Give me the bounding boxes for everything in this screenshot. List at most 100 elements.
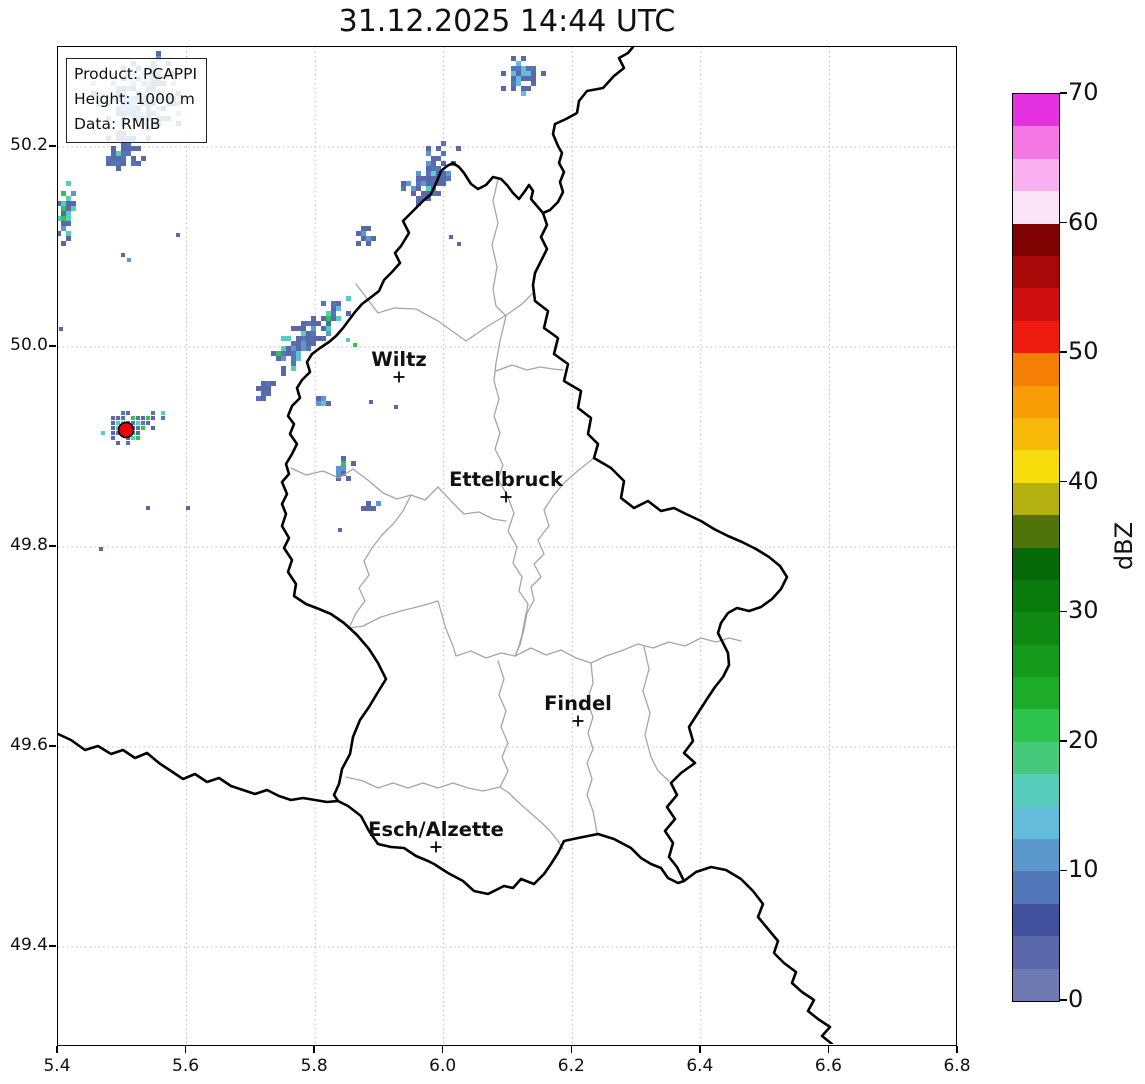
radar-echo-pixel: [366, 241, 371, 246]
radar-echo-pixel: [426, 166, 431, 171]
radar-echo-pixel: [151, 411, 155, 415]
radar-echo-pixel: [361, 236, 366, 241]
radar-echo-pixel: [341, 456, 346, 461]
radar-echo-pixel: [61, 216, 66, 221]
radar-echo-pixel: [326, 331, 331, 336]
radar-echo-pixel: [371, 506, 376, 511]
radar-echo-pixel: [266, 381, 271, 386]
page-title: 31.12.2025 14:44 UTC: [338, 4, 676, 39]
colorbar-segment: [1013, 125, 1059, 159]
radar-echo-pixel: [286, 336, 291, 341]
radar-echo-pixel: [441, 141, 446, 146]
x-tick-mark: [184, 1046, 187, 1053]
radar-echo-pixel: [341, 461, 346, 466]
radar-echo-pixel: [416, 181, 421, 186]
colorbar-tick-label: 40: [1068, 466, 1099, 495]
radar-echo-pixel: [66, 181, 71, 186]
colorbar-tick-label: 60: [1068, 207, 1099, 236]
radar-echo-pixel: [121, 161, 126, 166]
radar-echo-pixel: [116, 416, 120, 420]
radar-echo-pixel: [311, 331, 316, 336]
radar-echo-pixel: [256, 396, 261, 401]
radar-echo-pixel: [111, 426, 115, 430]
radar-echo-pixel: [336, 476, 341, 481]
radar-echo-pixel: [59, 327, 63, 331]
radar-echo-pixel: [291, 356, 296, 361]
x-tick-mark: [441, 1046, 444, 1053]
radar-echo-pixel: [271, 351, 276, 356]
x-tick-label: 5.4: [43, 1056, 71, 1076]
radar-echo-pixel: [301, 326, 306, 331]
radar-echo-pixel: [266, 391, 271, 396]
radar-echo-pixel: [61, 211, 66, 216]
radar-echo-pixel: [106, 156, 111, 161]
radar-echo-pixel: [306, 346, 311, 351]
radar-echo-pixel: [436, 171, 441, 176]
radar-echo-pixel: [366, 236, 371, 241]
colorbar: [1012, 93, 1060, 1002]
colorbar-segment: [1013, 968, 1059, 1001]
radar-echo-pixel: [346, 296, 351, 301]
x-tick-mark: [827, 1046, 830, 1053]
radar-echo-pixel: [526, 71, 531, 76]
radar-echo-pixel: [521, 66, 526, 71]
radar-echo-pixel: [336, 316, 341, 321]
radar-echo-pixel: [511, 56, 516, 61]
radar-echo-pixel: [511, 71, 516, 76]
radar-echo-pixel: [121, 411, 125, 415]
radar-echo-pixel: [99, 547, 103, 551]
radar-echo-pixel: [441, 151, 446, 156]
radar-echo-pixel: [281, 366, 286, 371]
radar-echo-pixel: [531, 66, 536, 71]
radar-echo-pixel: [111, 421, 115, 425]
radar-echo-pixel: [521, 86, 526, 91]
radar-echo-pixel: [281, 371, 286, 376]
radar-echo-pixel: [446, 171, 451, 176]
product-info-box: Product: PCAPPI Height: 1000 m Data: RMI…: [66, 58, 208, 143]
radar-echo-pixel: [126, 411, 130, 415]
radar-echo-pixel: [331, 306, 336, 311]
radar-echo-pixel: [321, 301, 326, 306]
radar-echo-pixel: [431, 191, 436, 196]
colorbar-segment: [1013, 385, 1059, 418]
city-label: Wiltz: [371, 348, 427, 371]
city-marker: [572, 715, 584, 727]
radar-echo-pixel: [161, 411, 165, 415]
colorbar-segment: [1013, 93, 1059, 127]
radar-echo-pixel: [71, 191, 76, 196]
radar-echo-pixel: [426, 186, 431, 191]
city-marker: [430, 841, 442, 853]
colorbar-unit-label: dBZ: [1110, 521, 1138, 571]
radar-echo-pixel: [326, 401, 331, 406]
radar-echo-pixel: [366, 226, 371, 231]
map-plot: Wiltz Ettelbruck Findel Esch/Alzette Produc…: [57, 46, 957, 1046]
radar-echo-pixel: [521, 91, 526, 96]
radar-echo-pixel: [266, 386, 271, 391]
colorbar-segment: [1013, 903, 1059, 937]
radar-echo-pixel: [111, 161, 116, 166]
radar-echo-pixel: [151, 426, 155, 430]
radar-echo-pixel: [311, 336, 316, 341]
canton-border: [586, 662, 598, 834]
canton-border: [514, 457, 595, 657]
radar-echo-pixel: [121, 146, 126, 151]
radar-echo-pixel: [261, 391, 266, 396]
colorbar-tick-mark: [1059, 869, 1067, 872]
radar-echo-pixel: [136, 416, 140, 420]
radar-echo-pixel: [61, 221, 66, 226]
radar-echo-pixel: [376, 501, 381, 506]
radar-echo-pixel: [511, 86, 516, 91]
radar-echo-pixel: [531, 81, 536, 86]
radar-echo-pixel: [281, 351, 286, 356]
radar-echo-pixel: [296, 336, 301, 341]
radar-echo-pixel: [276, 356, 281, 361]
radar-echo-pixel: [426, 146, 431, 151]
radar-echo-pixel: [457, 242, 461, 246]
radar-echo-pixel: [66, 231, 71, 236]
radar-echo-pixel: [111, 156, 116, 161]
radar-echo-pixel: [516, 66, 521, 71]
radar-echo-pixel: [431, 156, 436, 161]
radar-echo-pixel: [121, 141, 126, 146]
colorbar-tick-mark: [1059, 999, 1067, 1001]
radar-echo-pixel: [136, 146, 141, 151]
